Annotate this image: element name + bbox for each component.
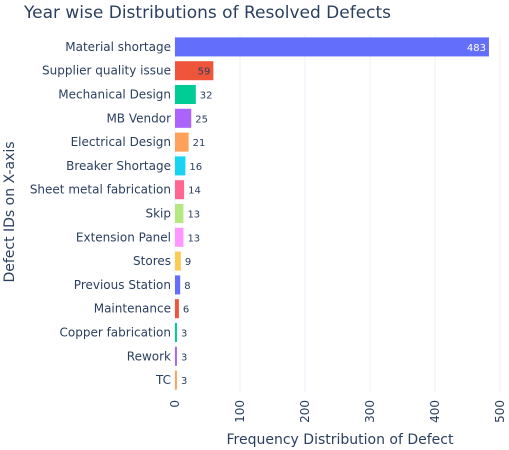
data-label: 13 xyxy=(187,233,200,244)
y-tick-label: Maintenance xyxy=(94,302,171,316)
bar xyxy=(175,156,186,176)
bar xyxy=(175,227,184,247)
y-axis-title: Defect IDs on X-axis xyxy=(2,141,18,282)
x-tick-label: 0 xyxy=(168,400,182,408)
data-label: 3 xyxy=(181,376,187,387)
y-tick-label: TC xyxy=(155,373,171,387)
bars: 483 59 32 25 21 16 14 13 13 9 8 6 3 3 3 xyxy=(175,37,489,390)
bar xyxy=(175,37,489,57)
bar xyxy=(175,180,185,200)
bar xyxy=(175,203,184,224)
y-tick-label: Electrical Design xyxy=(71,135,171,149)
x-tick-labels: 0 100 200 300 400 500 xyxy=(168,400,507,423)
x-tick-label: 400 xyxy=(428,400,442,423)
data-label: 8 xyxy=(184,281,190,292)
y-tick-label: Stores xyxy=(133,254,171,268)
y-tick-label: Copper fabrication xyxy=(60,326,172,340)
bar xyxy=(175,84,196,105)
data-label: 6 xyxy=(183,305,189,316)
data-label: 21 xyxy=(193,138,206,149)
x-axis-title: Frequency Distribution of Defect xyxy=(227,432,454,448)
data-label: 59 xyxy=(198,67,211,78)
data-label: 3 xyxy=(181,329,187,340)
y-tick-label: Sheet metal fabrication xyxy=(30,183,171,197)
bar xyxy=(175,346,177,366)
bar xyxy=(175,251,181,271)
y-tick-label: Rework xyxy=(127,349,171,363)
x-tick-label: 500 xyxy=(493,400,507,423)
bar xyxy=(175,61,214,81)
bar xyxy=(175,275,181,295)
x-tick-label: 200 xyxy=(298,400,312,423)
bar xyxy=(175,132,189,152)
y-tick-label: Extension Panel xyxy=(76,230,171,244)
data-label: 16 xyxy=(189,162,202,173)
data-label: 9 xyxy=(185,257,191,268)
y-tick-labels: Material shortage Supplier quality issue M… xyxy=(30,40,171,387)
bar xyxy=(175,108,192,128)
y-tick-label: Breaker Shortage xyxy=(66,159,171,173)
data-label: 13 xyxy=(187,210,200,221)
data-label: 14 xyxy=(188,186,201,197)
data-label: 3 xyxy=(181,352,187,363)
gridlines xyxy=(174,35,501,392)
y-tick-label: MB Vendor xyxy=(106,111,171,125)
x-tick-label: 300 xyxy=(363,400,377,423)
y-tick-label: Supplier quality issue xyxy=(42,64,171,78)
y-tick-label: Mechanical Design xyxy=(58,88,171,102)
data-label: 32 xyxy=(200,91,213,102)
y-tick-label: Skip xyxy=(145,207,171,221)
bar xyxy=(175,322,177,343)
bar xyxy=(175,299,179,319)
y-tick-label: Previous Station xyxy=(74,278,171,292)
data-label: 25 xyxy=(195,114,208,125)
x-tick-label: 100 xyxy=(233,400,247,423)
chart-title: Year wise Distributions of Resolved Defe… xyxy=(23,3,391,23)
data-label: 483 xyxy=(467,43,486,54)
bar xyxy=(175,370,177,390)
y-tick-label: Material shortage xyxy=(65,40,171,54)
